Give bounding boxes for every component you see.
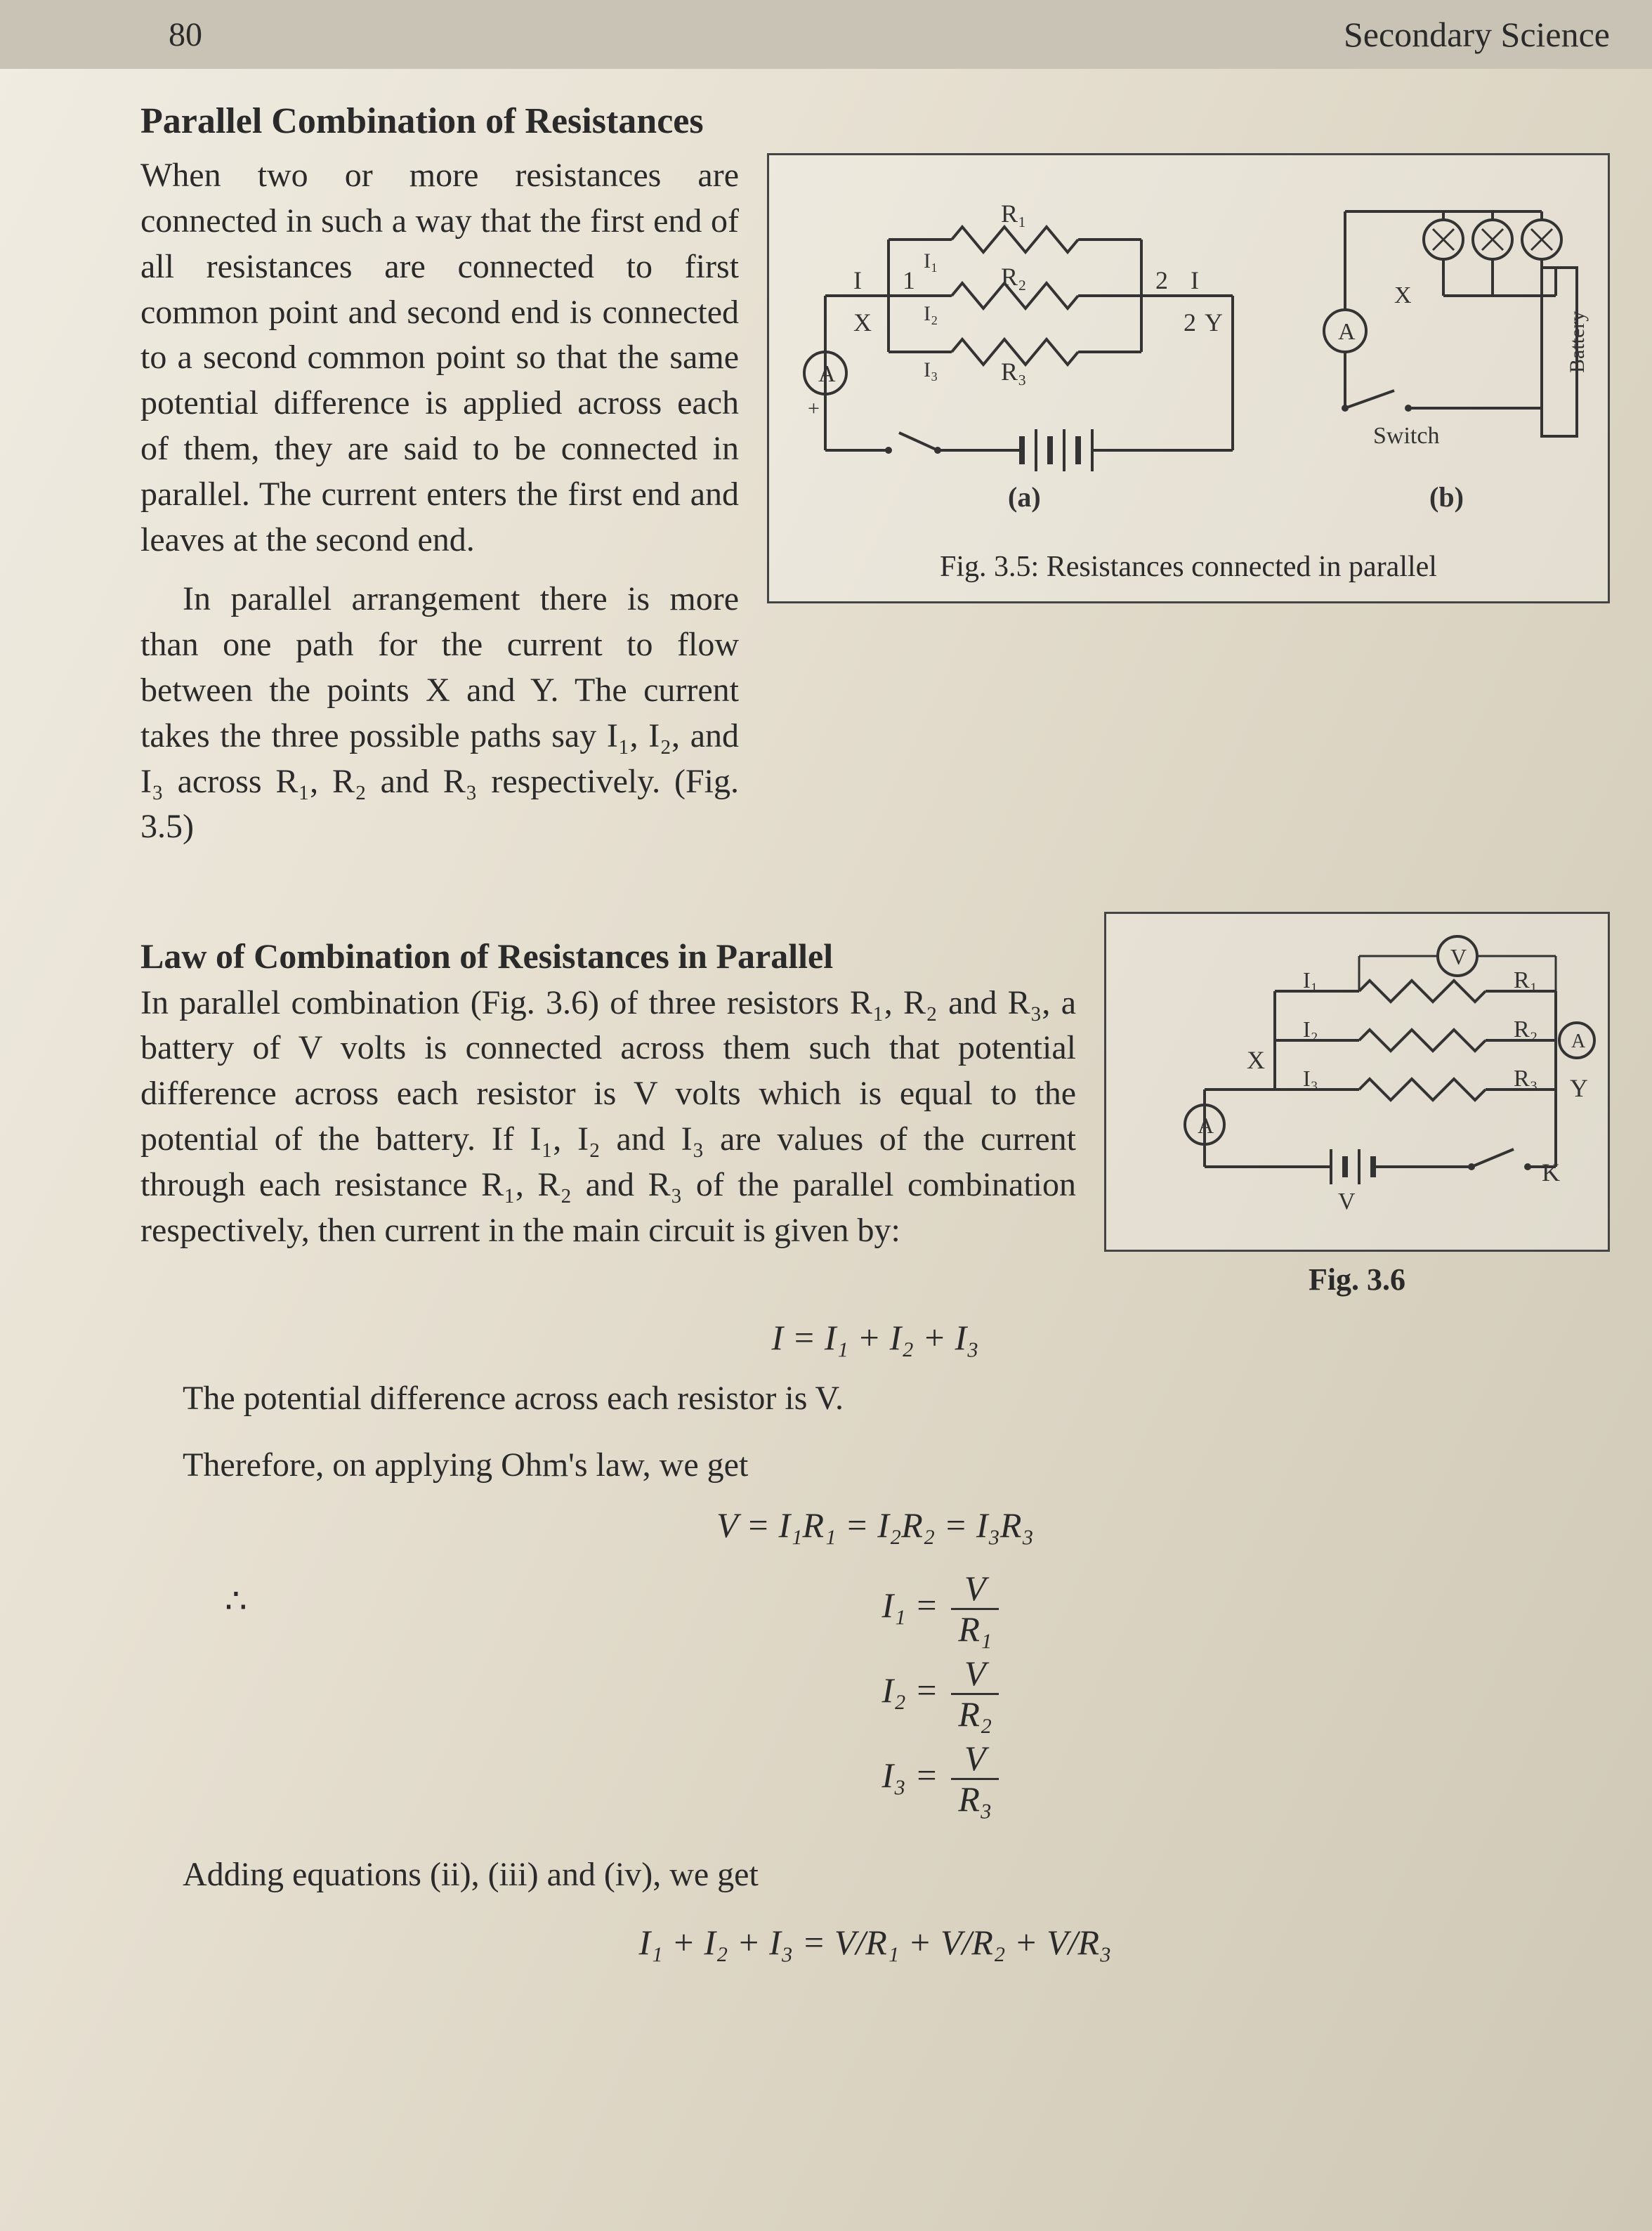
label-R2-36: R₂	[1514, 1016, 1538, 1042]
frac-I3: V R₃	[951, 1739, 999, 1819]
label-X: X	[853, 308, 872, 336]
law-text: Law of Combination of Resistances in Par…	[140, 912, 1076, 1253]
eq-v: V = I₁R₁ = I₂R₂ = I₃R₃	[140, 1502, 1610, 1550]
page-number: 80	[169, 15, 202, 54]
eq-sum: I₁ + I₂ + I₃ = V/R₁ + V/R₂ + V/R₃	[140, 1919, 1610, 1967]
eq-current-sum: I = I₁ + I₂ + I₃	[140, 1314, 1610, 1362]
label-Y: Y	[1205, 308, 1223, 336]
fig-b-label: (b)	[1429, 481, 1464, 513]
page-header: 80 Secondary Science	[0, 0, 1652, 69]
subsection-title: Law of Combination of Resistances in Par…	[140, 933, 1076, 981]
intro-text: When two or more resistances are connect…	[140, 153, 739, 884]
law-block: Law of Combination of Resistances in Par…	[140, 912, 1610, 1300]
num-I2: V	[951, 1654, 999, 1695]
den-I3: R₃	[951, 1780, 999, 1819]
ammeter-b: A	[1338, 319, 1356, 345]
voltmeter-label: V	[1450, 944, 1467, 969]
label-Xb: X	[1394, 282, 1412, 308]
section-title: Parallel Combination of Resistances	[140, 97, 1610, 146]
label-Ia: I	[1191, 266, 1199, 294]
law-para: In parallel combination (Fig. 3.6) of th…	[140, 984, 1076, 1249]
pd-line: The potential difference across each res…	[140, 1376, 1610, 1422]
label-R1: R₁	[1001, 199, 1027, 228]
frac-I1: V R₁	[951, 1569, 999, 1649]
circuit-diagram-3-6: V X Y I₁	[1120, 928, 1598, 1223]
eq-I2-lhs: I₂ =	[882, 1670, 938, 1710]
para-2: In parallel arrangement there is more th…	[140, 577, 739, 850]
label-R2: R₂	[1001, 263, 1027, 291]
label-1: 1	[903, 266, 915, 294]
label-R1-36: R₁	[1514, 967, 1538, 993]
label-R3: R₃	[1001, 358, 1027, 386]
circuit-a: I 1 X R₁ I₁	[804, 199, 1233, 513]
label-K: K	[1542, 1158, 1560, 1186]
circuit-b: X A Switch	[1324, 211, 1589, 513]
switch-label: Switch	[1373, 423, 1439, 449]
label-2: 2	[1184, 308, 1196, 336]
label-I1a: I₁	[924, 249, 938, 273]
figure-3-5-box: I 1 X R₁ I₁	[767, 153, 1610, 603]
label-I3a: I₃	[924, 358, 938, 381]
ammeter-36r: A	[1571, 1031, 1586, 1052]
label-R3-36: R₃	[1514, 1066, 1538, 1092]
figure-3-6-box: V X Y I₁	[1104, 912, 1610, 1252]
eq-I1-lhs: I₁ =	[882, 1585, 938, 1625]
label-I2-36: I₂	[1303, 1016, 1318, 1042]
textbook-page: 80 Secondary Science Parallel Combinatio…	[0, 0, 1652, 2231]
plus-sign: +	[808, 397, 820, 420]
eq-I3-lhs: I₃ =	[882, 1755, 938, 1795]
label-X36: X	[1247, 1046, 1265, 1074]
fig-a-label: (a)	[1008, 481, 1041, 513]
circuit-diagram-a-b: I 1 X R₁ I₁	[783, 169, 1591, 535]
intro-block: When two or more resistances are connect…	[140, 153, 1610, 884]
label-I1-36: I₁	[1303, 967, 1318, 993]
frac-I2: V R₂	[951, 1654, 999, 1734]
den-I1: R₁	[951, 1610, 999, 1649]
equation-stack: I₁ = V R₁ I₂ = V R₂ I₃ = V	[275, 1564, 1610, 1824]
bulb-1	[1424, 211, 1463, 296]
book-title: Secondary Science	[1344, 14, 1610, 55]
ammeter-a: A	[818, 361, 836, 387]
para-1: When two or more resistances are connect…	[140, 157, 739, 558]
eq-I3: I₃ = V R₃	[275, 1739, 1610, 1819]
figure-3-5-caption: Fig. 3.5: Resistances connected in paral…	[783, 547, 1594, 587]
eq-I1: I₁ = V R₁	[275, 1569, 1610, 1649]
ammeter-36: A	[1198, 1113, 1214, 1138]
label-I2a: I₂	[924, 302, 938, 325]
label-2a: 2	[1155, 266, 1168, 294]
bulb-2	[1473, 211, 1512, 296]
eq-I2: I₂ = V R₂	[275, 1654, 1610, 1734]
den-I2: R₂	[951, 1695, 999, 1734]
add-line: Adding equations (ii), (iii) and (iv), w…	[140, 1852, 1610, 1898]
battery-label: Battery	[1566, 311, 1589, 373]
label-Y36: Y	[1570, 1074, 1588, 1102]
num-I3: V	[951, 1739, 999, 1780]
figure-3-6: V X Y I₁	[1104, 912, 1610, 1300]
therefore-block: ∴ I₁ = V R₁ I₂ = V R₂ I₃ =	[140, 1564, 1610, 1824]
label-V36: V	[1338, 1189, 1356, 1215]
label-I: I	[853, 266, 862, 294]
figure-3-6-caption: Fig. 3.6	[1104, 1259, 1610, 1300]
ohm-line: Therefore, on applying Ohm's law, we get	[140, 1443, 1610, 1489]
label-I3-36: I₃	[1303, 1066, 1318, 1091]
figure-3-5: I 1 X R₁ I₁	[767, 153, 1610, 610]
therefore-symbol: ∴	[140, 1564, 247, 1625]
num-I1: V	[951, 1569, 999, 1610]
page-content: Parallel Combination of Resistances When…	[0, 69, 1652, 2008]
